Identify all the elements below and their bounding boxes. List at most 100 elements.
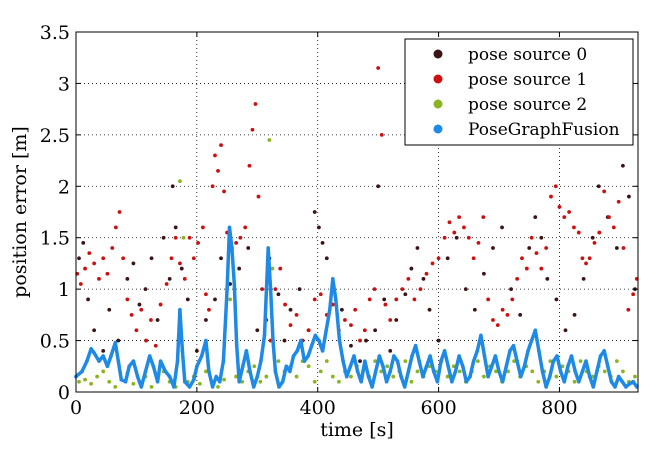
data-point [415, 369, 420, 374]
x-tick-label: 400 [300, 397, 336, 419]
data-point [117, 210, 122, 214]
x-axis-title: time [s] [320, 419, 394, 441]
data-point [349, 323, 353, 328]
data-point [450, 379, 454, 384]
data-point [143, 287, 148, 292]
data-point [252, 364, 257, 369]
data-point [475, 349, 480, 353]
data-point [439, 359, 443, 363]
data-point [225, 287, 229, 291]
data-point [562, 215, 567, 220]
data-point [563, 328, 568, 333]
data-point [125, 276, 130, 281]
data-point [587, 256, 592, 261]
data-point [511, 343, 516, 348]
data-point [382, 297, 387, 302]
data-point [196, 240, 200, 245]
data-point [271, 338, 275, 343]
data-point [482, 354, 487, 358]
data-point [406, 369, 411, 374]
data-point [297, 287, 302, 292]
data-point [572, 312, 577, 317]
data-point [204, 318, 208, 322]
data-point [527, 246, 532, 250]
data-point [596, 184, 601, 189]
data-point [384, 379, 389, 384]
data-point [431, 369, 436, 374]
posegraphfusion-line [74, 225, 639, 389]
data-point [500, 379, 505, 384]
data-point [276, 292, 281, 297]
x-tick-label: 0 [70, 397, 82, 419]
data-point [187, 385, 192, 389]
data-point [463, 287, 468, 292]
data-point [131, 359, 136, 363]
data-point [442, 349, 447, 353]
data-point [554, 374, 559, 379]
data-point [512, 359, 517, 364]
data-point [270, 266, 275, 271]
data-point [418, 287, 423, 292]
data-point [248, 369, 252, 374]
data-point [288, 307, 293, 312]
data-point [158, 302, 163, 307]
data-point [427, 307, 432, 312]
data-point [377, 354, 382, 358]
data-point [537, 349, 541, 353]
data-point [89, 381, 94, 386]
data-point [92, 351, 96, 355]
data-point [445, 374, 450, 379]
data-point [339, 307, 344, 312]
data-point [341, 359, 345, 363]
data-point [548, 359, 553, 364]
data-point [392, 354, 396, 358]
legend-entry: pose source 0 [433, 45, 587, 65]
data-point [447, 220, 452, 225]
data-point [424, 364, 429, 369]
data-point [413, 343, 418, 348]
data-point [116, 359, 121, 363]
data-point [173, 225, 178, 230]
data-point [161, 235, 166, 240]
data-point [92, 328, 97, 333]
data-point [336, 379, 341, 384]
data-point [526, 349, 530, 353]
data-point [587, 374, 592, 379]
data-point [121, 256, 126, 261]
data-point [544, 246, 549, 250]
data-point [362, 328, 367, 333]
data-point [410, 354, 414, 358]
data-point [584, 261, 588, 266]
data-point [520, 256, 524, 261]
x-tick-label: 800 [541, 397, 577, 419]
data-point [77, 256, 81, 261]
y-tick-label: 3 [58, 73, 70, 95]
data-point [312, 297, 317, 302]
data-point [283, 302, 287, 307]
data-point [324, 328, 328, 333]
data-point [234, 240, 239, 245]
data-point [222, 377, 226, 382]
data-point [187, 235, 192, 240]
data-point [125, 297, 130, 302]
data-point [436, 256, 441, 261]
data-point [282, 338, 287, 343]
data-point [324, 256, 329, 261]
data-point [475, 359, 480, 364]
data-point [452, 230, 457, 235]
data-point [580, 369, 585, 374]
data-point [277, 385, 281, 389]
data-point [466, 235, 471, 240]
data-point [306, 354, 310, 358]
data-point [388, 369, 393, 374]
y-tick-label: 2.5 [40, 125, 70, 147]
data-point [276, 359, 281, 364]
data-point [204, 292, 208, 297]
data-point [86, 297, 90, 302]
data-point [251, 385, 256, 389]
legend-label: pose source 2 [468, 95, 587, 115]
data-point [385, 364, 390, 369]
data-point [213, 153, 217, 158]
data-point [169, 256, 174, 261]
data-point [549, 194, 553, 199]
